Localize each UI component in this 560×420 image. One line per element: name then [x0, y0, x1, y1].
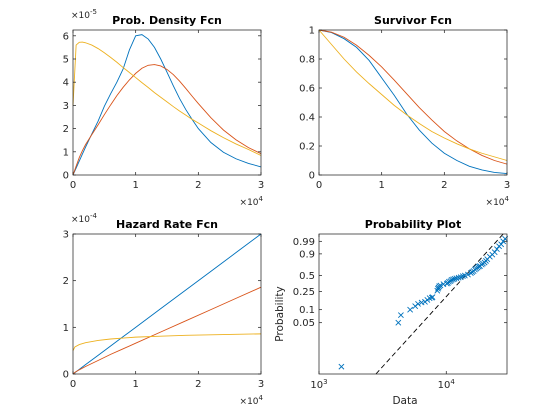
x-tick-label-1-1: 1 [378, 180, 384, 191]
data-marker-49 [498, 241, 505, 248]
y-tick-label-0-5: 5 [63, 55, 69, 66]
x-tick-label-1-2: 2 [441, 180, 447, 191]
x-tick-label-3-1: 104 [438, 378, 456, 391]
x-exponent-label-2: ×104 [240, 394, 264, 407]
series-line-1-1 [318, 29, 508, 165]
y-exponent-label-2: ×10-4 [71, 212, 98, 225]
series-line-2-1 [72, 286, 262, 375]
axes-box-0 [72, 29, 262, 176]
data-marker-5 [415, 300, 421, 307]
series-line-0-0 [72, 34, 262, 176]
x-tick-label-3-0: 103 [310, 378, 327, 391]
data-marker-25 [453, 275, 460, 282]
series-line-2-0 [72, 233, 262, 375]
y-tick-label-1-5: 1 [309, 26, 315, 37]
axes-box-2 [72, 233, 262, 375]
data-marker-37 [475, 263, 482, 270]
x-tick-label-2-0: 0 [70, 379, 76, 390]
data-marker-2 [397, 312, 404, 319]
data-marker-47 [494, 246, 500, 253]
x-tick-label-0-3: 3 [258, 180, 264, 191]
axes-box-1 [318, 29, 508, 176]
axes-title-3: Probability Plot [365, 218, 461, 231]
data-marker-28 [459, 273, 466, 280]
data-marker-12 [434, 287, 441, 294]
series-line-0-2 [72, 41, 262, 156]
data-marker-46 [491, 249, 498, 256]
y-tick-label-3-3: 0.5 [299, 271, 315, 282]
data-marker-16 [437, 282, 444, 289]
y-tick-label-3-0: 0.05 [293, 318, 315, 329]
data-marker-11 [429, 294, 436, 301]
y-tick-label-0-6: 6 [63, 31, 69, 42]
x-tick-label-2-3: 3 [258, 379, 264, 390]
data-marker-24 [451, 275, 458, 282]
y-tick-label-1-1: 0.2 [299, 142, 315, 153]
y-tick-label-0-3: 3 [63, 101, 69, 112]
data-marker-0 [338, 363, 345, 370]
y-tick-label-3-2: 0.25 [293, 287, 315, 298]
data-marker-20 [446, 278, 452, 285]
y-tick-label-0-4: 4 [63, 78, 69, 89]
data-marker-26 [455, 274, 462, 281]
x-tick-label-0-0: 0 [70, 180, 76, 191]
y-tick-label-2-2: 2 [63, 276, 69, 287]
series-line-2-2 [72, 333, 262, 351]
axes-title-2: Hazard Rate Fcn [116, 218, 218, 231]
data-marker-3 [407, 306, 414, 313]
axes-title-0: Prob. Density Fcn [112, 14, 222, 27]
y-tick-label-1-3: 0.6 [299, 84, 315, 95]
axes-title-1: Survivor Fcn [374, 14, 452, 27]
y-tick-label-3-5: 0.99 [293, 237, 315, 248]
y-exponent-label-0: ×10-5 [71, 8, 97, 21]
series-line-1-0 [318, 29, 508, 174]
y-tick-label-0-1: 1 [63, 147, 69, 158]
data-marker-1 [395, 319, 402, 326]
y-axis-label-3: Probability [274, 286, 286, 342]
y-tick-label-1-2: 0.4 [299, 113, 315, 124]
y-tick-label-2-1: 1 [63, 323, 69, 334]
y-tick-label-0-2: 2 [63, 124, 69, 135]
fit-reference-line [375, 233, 504, 375]
x-axis-label-3: Data [392, 395, 417, 407]
x-tick-label-2-2: 2 [195, 379, 201, 390]
x-exponent-label-1: ×104 [486, 195, 510, 208]
series-line-0-1 [72, 64, 262, 176]
x-tick-label-0-2: 2 [195, 180, 201, 191]
data-marker-23 [450, 276, 456, 283]
y-tick-label-3-1: 0.1 [299, 305, 315, 316]
y-tick-label-1-0: 0 [309, 171, 315, 182]
y-tick-label-2-0: 0 [63, 370, 69, 381]
x-tick-label-0-1: 1 [132, 180, 138, 191]
x-exponent-label-0: ×104 [240, 195, 264, 208]
y-tick-label-3-4: 0.9 [299, 249, 315, 260]
y-tick-label-0-0: 0 [63, 171, 69, 182]
x-tick-label-2-1: 1 [132, 379, 138, 390]
data-marker-29 [461, 272, 468, 279]
axes-box-3 [318, 233, 508, 375]
series-line-1-2 [318, 29, 508, 161]
data-marker-30 [465, 271, 471, 278]
x-tick-label-1-3: 3 [504, 180, 510, 191]
x-tick-label-1-0: 0 [316, 180, 322, 191]
y-tick-label-1-4: 0.8 [299, 55, 315, 66]
y-tick-label-2-3: 3 [63, 230, 69, 241]
